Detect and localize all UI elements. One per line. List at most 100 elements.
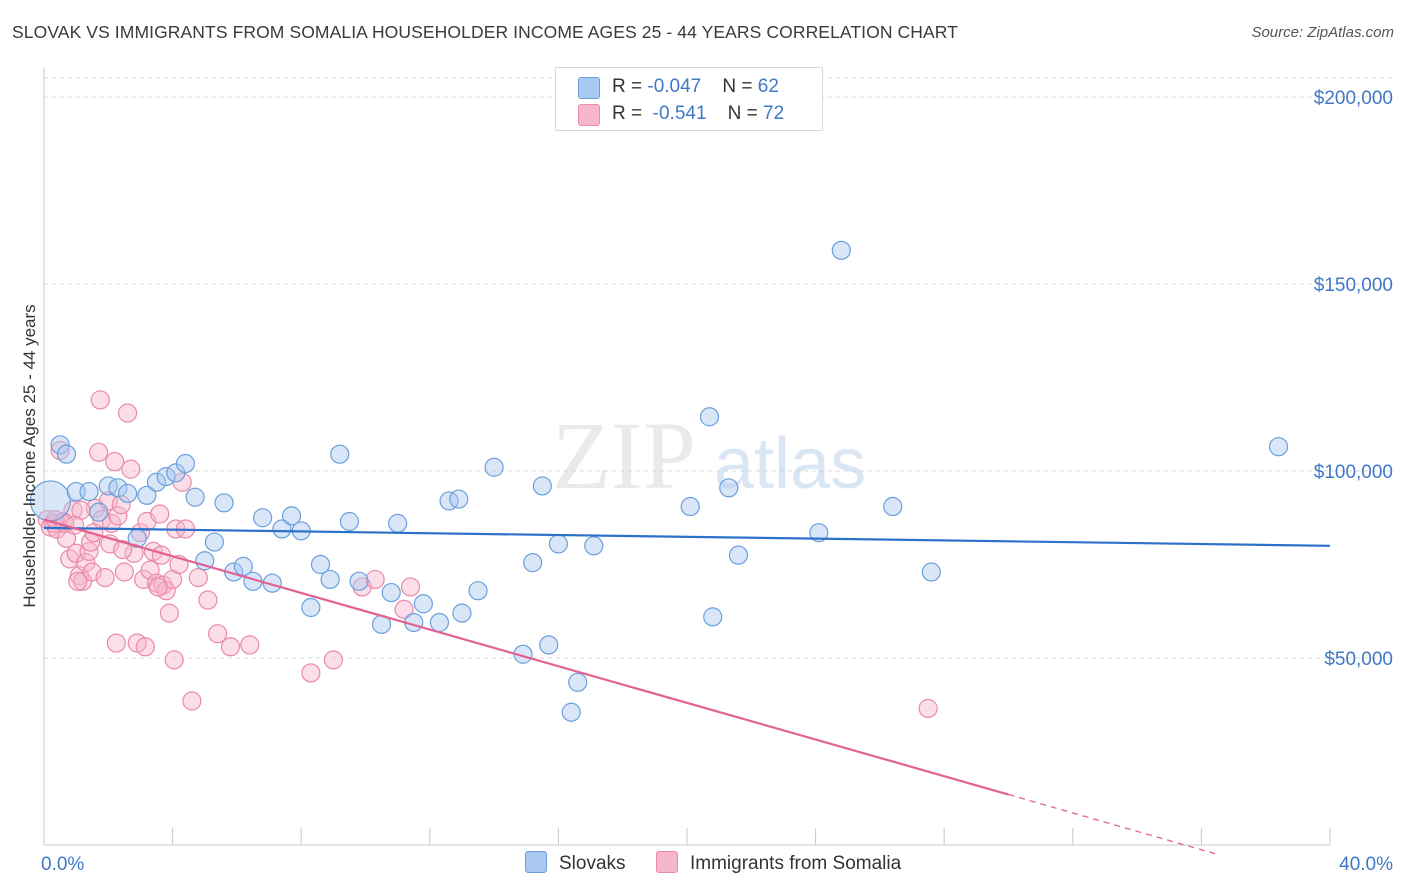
slovaks-point: [349, 571, 369, 591]
slovaks-point: [301, 597, 321, 618]
trend-lines: [43, 518, 1331, 855]
somalia-trend-extension: [1008, 793, 1218, 855]
somalia-point: [106, 633, 126, 653]
slovaks-point: [330, 444, 350, 464]
somalia-point: [220, 637, 241, 657]
legend-n-value-slovaks: 62: [757, 76, 779, 97]
somalia-point: [64, 515, 85, 535]
slovaks-point: [272, 519, 292, 539]
slovaks-point: [156, 467, 176, 487]
somalia-point: [121, 459, 141, 479]
somalia-point: [918, 698, 938, 719]
source-credit: Source: ZipAtlas.com: [1251, 24, 1394, 41]
somalia-point: [182, 691, 202, 711]
somalia-point: [95, 567, 115, 588]
y-tick-label: $150,000: [1314, 275, 1393, 296]
slovaks-point: [468, 581, 488, 601]
slovaks-point: [320, 569, 340, 590]
bottom-legend-swatch-slovaks: [525, 851, 547, 873]
legend-r-label: R =: [612, 76, 648, 97]
y-tick-labels: $50,000 $100,000 $150,000 $200,000: [1314, 88, 1393, 670]
series-slovaks-points: [29, 240, 1289, 722]
axes: [43, 68, 1331, 846]
bottom-legend-somalia: Immigrants from Somalia: [656, 851, 901, 875]
slovaks-point: [214, 493, 234, 513]
slovaks-point: [281, 506, 302, 526]
x-tick-label-max: 40.0%: [1339, 854, 1393, 875]
slovaks-point: [1268, 437, 1289, 457]
slovaks-point: [98, 476, 118, 496]
slovaks-point: [204, 532, 224, 552]
x-tick-labels: 0.0% 40.0%: [41, 854, 1393, 875]
slovaks-point: [413, 594, 433, 614]
slovaks-point: [185, 487, 205, 507]
legend-swatch-somalia: [578, 104, 600, 126]
slovaks-point: [484, 457, 504, 477]
slovaks-point: [439, 491, 459, 511]
slovaks-point: [50, 435, 70, 455]
slovaks-point: [449, 489, 469, 509]
slovaks-point: [548, 534, 569, 554]
somalia-point: [208, 624, 228, 644]
y-tick-label: $50,000: [1324, 649, 1393, 670]
somalia-point: [68, 571, 88, 591]
somalia-point: [400, 577, 421, 597]
watermark: ZIP atlas: [552, 402, 866, 509]
slovaks-point: [388, 513, 408, 533]
slovaks-point: [539, 635, 559, 655]
slovaks-point: [719, 478, 739, 498]
bottom-legend-label-somalia: Immigrants from Somalia: [690, 853, 902, 874]
watermark-zip: ZIP: [552, 402, 696, 509]
somalia-point: [105, 452, 125, 472]
y-tick-label: $100,000: [1314, 462, 1393, 483]
slovaks-point: [728, 545, 749, 565]
slovaks-point: [339, 511, 360, 532]
somalia-point: [76, 553, 96, 573]
y-axis-label: Householder Income Ages 25 - 44 years: [20, 304, 39, 607]
slovaks-point: [568, 672, 588, 692]
x-tick-label-min: 0.0%: [41, 854, 84, 875]
chart-title: SLOVAK VS IMMIGRANTS FROM SOMALIA HOUSEH…: [12, 22, 959, 42]
slovaks-point: [561, 702, 581, 722]
slovaks-point: [108, 478, 128, 498]
slovaks-point: [146, 472, 167, 492]
slovaks-point: [703, 607, 723, 627]
slovaks-point: [699, 407, 720, 427]
somalia-point: [394, 599, 414, 619]
somalia-point: [150, 504, 170, 524]
series-somalia-points: [37, 390, 938, 719]
somalia-point: [108, 506, 128, 526]
slovaks-point: [89, 502, 109, 522]
somalia-point: [113, 539, 133, 560]
somalia-point: [323, 650, 343, 670]
somalia-point: [164, 650, 184, 670]
slovaks-point: [56, 444, 77, 464]
slovaks-point: [79, 481, 99, 502]
legend-r-label: R =: [612, 103, 648, 124]
somalia-trend-line: [43, 518, 1009, 796]
slovaks-point: [117, 483, 138, 504]
slovaks-point: [809, 523, 829, 543]
slovaks-point: [452, 603, 472, 623]
slovaks-point: [381, 582, 401, 603]
correlation-legend: R = -0.047 N = 62 R = -0.541 N = 72: [555, 67, 823, 131]
bottom-legend-label-slovaks: Slovaks: [559, 853, 626, 874]
somalia-point: [90, 390, 110, 410]
somalia-point: [188, 567, 208, 588]
legend-r-value-slovaks: -0.047: [647, 76, 702, 97]
bottom-legend-slovaks: Slovaks: [525, 851, 626, 875]
somalia-point: [301, 663, 321, 683]
somalia-point: [198, 590, 218, 610]
slovaks-point: [584, 536, 604, 556]
legend-swatch-slovaks: [578, 77, 600, 99]
legend-n-label: N =: [727, 103, 764, 124]
somalia-point: [114, 562, 134, 582]
slovaks-point: [831, 240, 851, 260]
somalia-point: [240, 635, 260, 655]
slovaks-point: [883, 496, 903, 517]
watermark-atlas: atlas: [714, 424, 866, 504]
legend-n-value-somalia: 72: [763, 103, 785, 124]
legend-r-value-somalia: -0.541: [652, 103, 707, 124]
bottom-legend-swatch-somalia: [656, 851, 678, 873]
